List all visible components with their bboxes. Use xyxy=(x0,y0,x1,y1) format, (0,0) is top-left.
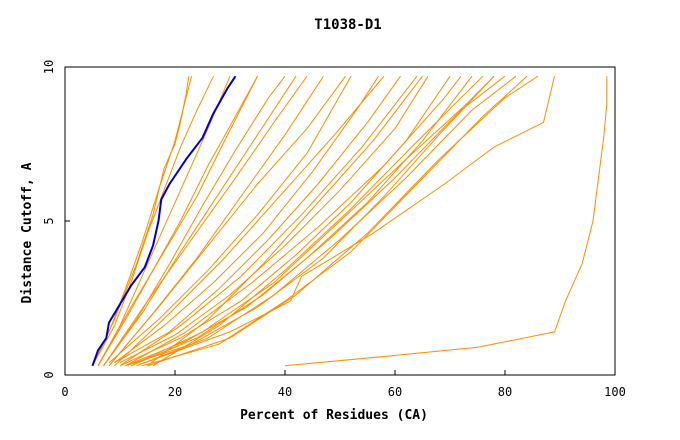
series-line-12 xyxy=(119,75,429,364)
series-line-1 xyxy=(92,76,192,367)
y-tick-label: 10 xyxy=(42,60,56,74)
series-line-28 xyxy=(152,75,484,367)
x-tick-label: 60 xyxy=(388,385,402,399)
series-line-11 xyxy=(114,75,401,364)
series-line-23 xyxy=(125,75,462,367)
series-line-6 xyxy=(103,75,286,367)
x-axis-ticks: 0 20 40 60 80 100 xyxy=(61,370,626,399)
series-line-24 xyxy=(136,75,517,367)
series-line-7 xyxy=(103,75,297,367)
series-line-22 xyxy=(119,75,418,367)
series-line-10 xyxy=(114,75,379,364)
series-line-16 xyxy=(130,75,506,367)
y-axis-label: Distance Cutoff, A xyxy=(20,162,35,303)
series-line-26 xyxy=(147,75,539,367)
x-axis-label: Percent of Residues (CA) xyxy=(240,408,428,423)
series-line-2 xyxy=(92,76,190,367)
y-axis-ticks: 0 5 10 xyxy=(42,60,70,379)
series-line-3 xyxy=(92,75,214,367)
series-line-9 xyxy=(108,75,352,364)
series-line-25 xyxy=(141,75,528,367)
x-tick-label: 100 xyxy=(604,385,626,399)
x-tick-label: 20 xyxy=(168,385,182,399)
y-tick-label: 5 xyxy=(42,217,56,224)
series-line-18 xyxy=(97,75,258,367)
series-lines xyxy=(91,75,608,367)
series-line-21 xyxy=(114,75,385,367)
series-line-17 xyxy=(130,75,495,367)
series-line-29 xyxy=(147,75,423,367)
x-tick-label: 0 xyxy=(61,385,68,399)
series-line-19 xyxy=(103,75,308,367)
chart-title: T1038-D1 xyxy=(314,17,381,33)
series-line-30 xyxy=(284,76,608,367)
y-tick-label: 0 xyxy=(42,371,56,378)
x-tick-label: 80 xyxy=(498,385,512,399)
series-line-4 xyxy=(97,76,231,367)
series-line-20 xyxy=(108,75,346,367)
series-line-27 xyxy=(136,76,555,367)
x-tick-label: 40 xyxy=(278,385,292,399)
highlight-series-line xyxy=(91,75,237,367)
series-line-5 xyxy=(97,75,258,367)
